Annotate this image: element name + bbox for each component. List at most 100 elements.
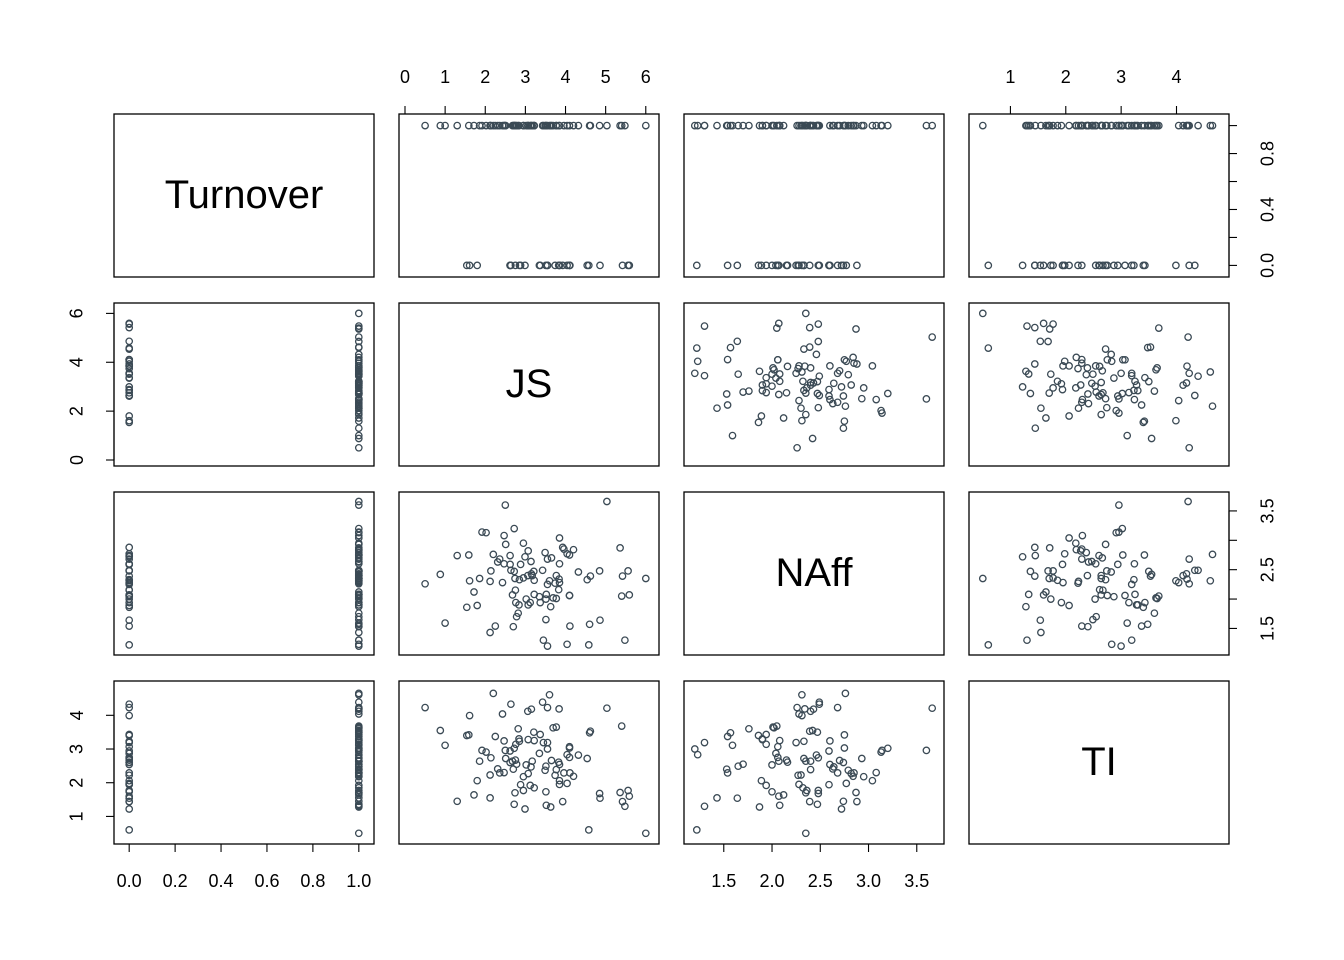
data-point [1087,379,1096,388]
data-point [728,741,737,750]
data-point [1174,121,1183,130]
data-point [125,549,134,558]
data-point [1049,261,1057,270]
data-point [1091,261,1100,270]
data-point [501,746,510,755]
data-point [1174,396,1183,405]
panel-ti-vs-js [398,680,660,845]
top-axis-tick-label: 3 [520,67,530,87]
data-point [555,578,564,587]
data-point [1058,385,1067,394]
data-point [1046,261,1055,270]
data-point [543,642,552,650]
data-point [565,121,574,130]
data-point [806,765,815,774]
data-point [1123,431,1132,440]
data-point [839,797,848,806]
data-point [603,704,611,713]
data-point [453,551,462,560]
data-point [515,601,523,609]
data-point [773,753,782,762]
data-point [757,412,766,420]
right-axis-tick-label: 0.8 [1258,141,1278,166]
data-point [354,763,363,771]
data-point [487,753,495,762]
data-point [1018,261,1027,270]
data-point [774,319,783,328]
data-point [1172,261,1180,270]
bottom-axis-tick-label: 3.5 [904,871,929,891]
data-point [734,762,743,771]
data-point [978,309,987,318]
data-point [563,121,571,130]
data-point [722,390,731,398]
data-point [1037,628,1045,637]
data-point [1144,567,1153,576]
data-point [515,261,524,270]
data-point [1083,571,1092,580]
data-point [354,588,363,596]
data-point [516,560,525,569]
data-point [1154,324,1163,332]
bottom-axis-tick-label: 2.5 [808,871,833,891]
left-axis-tick-label: 6 [67,308,87,318]
bottom-axis-tick-label: 1.5 [711,871,736,891]
data-point [922,395,931,403]
data-point [125,622,134,630]
data-point [841,402,850,411]
top-axis-tick-label: 4 [561,67,571,87]
data-point [1107,568,1116,576]
data-point [510,800,519,809]
data-point [616,788,624,797]
data-point [739,388,747,396]
data-point [1103,591,1112,600]
data-point [1208,121,1217,130]
data-point [739,760,747,769]
data-point [541,548,549,557]
data-point [491,732,500,741]
right-axis-tick-label: 3.5 [1258,498,1278,523]
data-point [1185,555,1194,563]
data-point [478,746,486,755]
data-point [837,261,846,270]
data-point [1139,261,1148,270]
data-point [700,121,709,130]
data-point [762,373,771,382]
data-point [354,601,363,609]
data-point [1044,337,1052,346]
panel-turnover-vs-js [398,113,660,278]
data-point [486,771,494,779]
data-point [1039,319,1048,328]
data-point [852,788,860,797]
data-point [755,803,764,811]
data-point [868,362,877,370]
data-point [125,742,134,751]
data-point [565,742,574,751]
data-point [1118,551,1127,559]
panel-frame [683,491,945,656]
data-point [1103,261,1112,270]
data-point [354,414,363,422]
data-point [793,443,801,452]
data-point [755,121,764,130]
data-point [723,401,732,409]
data-point [813,728,822,737]
data-point [1031,551,1040,560]
data-point [1076,381,1085,389]
data-point [1190,391,1199,400]
data-point [506,747,514,755]
data-point [1101,575,1110,584]
bottom-axis-tick-label: 0.6 [254,871,279,891]
panel-naff-vs-ti [968,491,1230,656]
data-point [1127,371,1136,380]
data-point [1044,567,1052,575]
data-point [125,337,134,346]
data-point [1112,528,1121,537]
data-point [524,735,533,744]
data-point [723,261,732,270]
data-point [500,737,508,745]
data-point [859,384,868,392]
data-point [465,711,474,720]
data-point [1127,369,1136,378]
right-axis-tick-label: 2.5 [1258,557,1278,582]
